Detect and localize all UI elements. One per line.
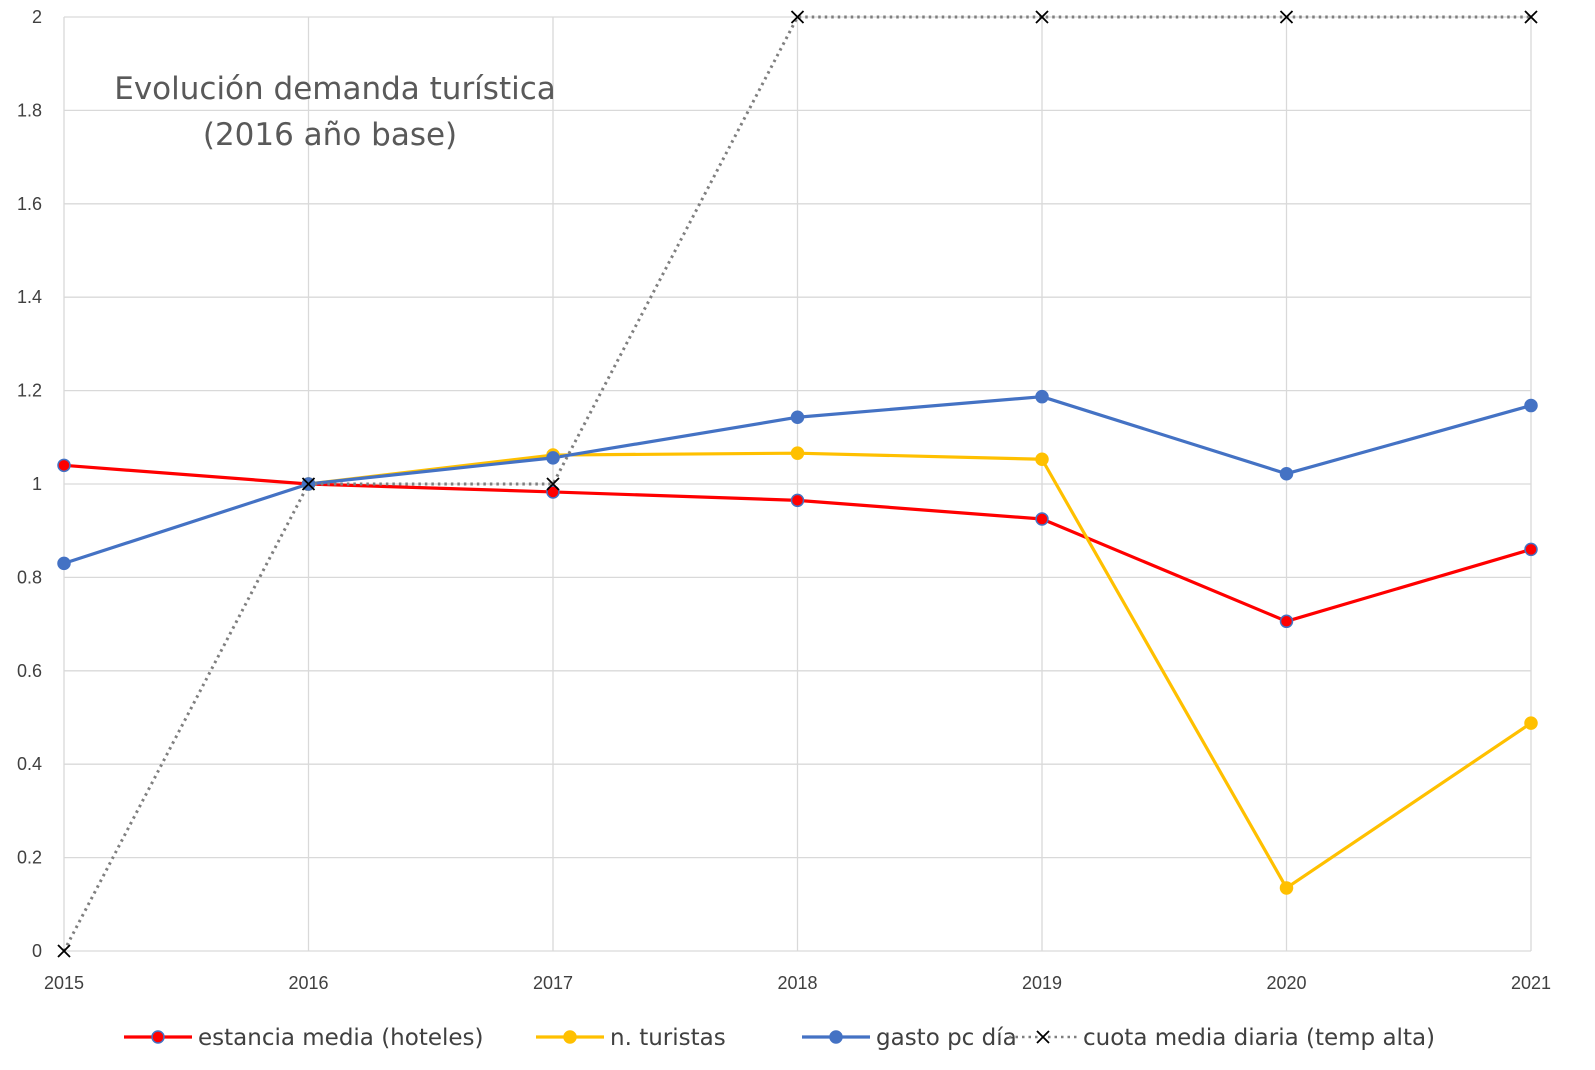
x-tick-label: 2015 — [44, 973, 84, 993]
data-point-marker — [790, 10, 805, 24]
data-point-marker — [1524, 716, 1538, 730]
data-point-marker — [1035, 389, 1049, 404]
data-point-marker — [1279, 466, 1294, 481]
chart-title-line-2: (2016 año base) — [203, 117, 457, 153]
x-tick-label: 2016 — [288, 973, 328, 993]
y-tick-label: 0.6 — [17, 661, 42, 681]
legend: estancia media (hoteles) n. turistas gasto… — [124, 1025, 1435, 1051]
legend-swatch-marker — [151, 1030, 165, 1044]
x-tick-label: 2021 — [1511, 973, 1551, 993]
data-point-marker — [1035, 452, 1049, 466]
chart-title-line-1: Evolución demanda turística — [114, 71, 556, 107]
y-tick-label: 0.4 — [17, 754, 42, 774]
data-point-marker — [790, 410, 805, 424]
data-point-marker — [790, 493, 805, 508]
data-point-marker — [1279, 881, 1294, 895]
y-tick-label: 1 — [32, 474, 42, 494]
legend-swatch-marker — [563, 1030, 577, 1044]
legend-label: n. turistas — [610, 1025, 726, 1051]
x-tick-label: 2019 — [1022, 973, 1062, 993]
data-point-marker — [1279, 10, 1294, 24]
chart-title: Evolución demanda turística (2016 año ba… — [114, 71, 556, 153]
data-point-marker — [301, 477, 316, 491]
data-point-marker — [57, 944, 71, 958]
y-tick-label: 1.6 — [17, 194, 42, 214]
axis-tick-labels: 0 0.2 0.4 0.6 0.8 1 1.2 1.4 1.6 1.8 2 2015 2016 2017 2… — [17, 7, 1551, 993]
y-tick-label: 1.2 — [17, 381, 42, 401]
legend-label: estancia media (hoteles) — [198, 1025, 484, 1051]
data-point-marker — [1279, 614, 1294, 629]
legend-label: cuota media diaria (temp alta) — [1083, 1025, 1435, 1051]
x-tick-label: 2018 — [777, 973, 817, 993]
y-tick-label: 2 — [32, 7, 42, 27]
series-line-1 — [308, 451, 1532, 890]
legend-swatch-marker — [829, 1030, 843, 1044]
data-point-marker — [1035, 10, 1049, 24]
y-tick-label: 0.8 — [17, 567, 42, 587]
series-markers — [57, 10, 1538, 958]
grid-lines — [63, 16, 1532, 952]
y-tick-label: 1.8 — [17, 100, 42, 120]
data-point-marker — [57, 556, 71, 571]
data-point-marker — [1524, 398, 1538, 413]
data-point-marker — [1524, 542, 1538, 557]
data-point-marker — [57, 458, 71, 473]
data-point-marker — [546, 485, 560, 499]
legend-label: gasto pc día — [876, 1025, 1017, 1051]
x-tick-label: 2020 — [1266, 973, 1306, 993]
data-point-marker — [546, 451, 560, 465]
x-tick-label: 2017 — [533, 973, 573, 993]
legend-swatch-marker — [1036, 1030, 1050, 1044]
data-point-marker — [1035, 512, 1049, 526]
y-tick-label: 1.4 — [17, 287, 42, 307]
data-point-marker — [1524, 10, 1538, 24]
data-point-marker — [546, 477, 560, 491]
y-tick-label: 0.2 — [17, 848, 42, 868]
data-point-marker — [790, 446, 805, 460]
y-tick-label: 0 — [32, 941, 42, 961]
